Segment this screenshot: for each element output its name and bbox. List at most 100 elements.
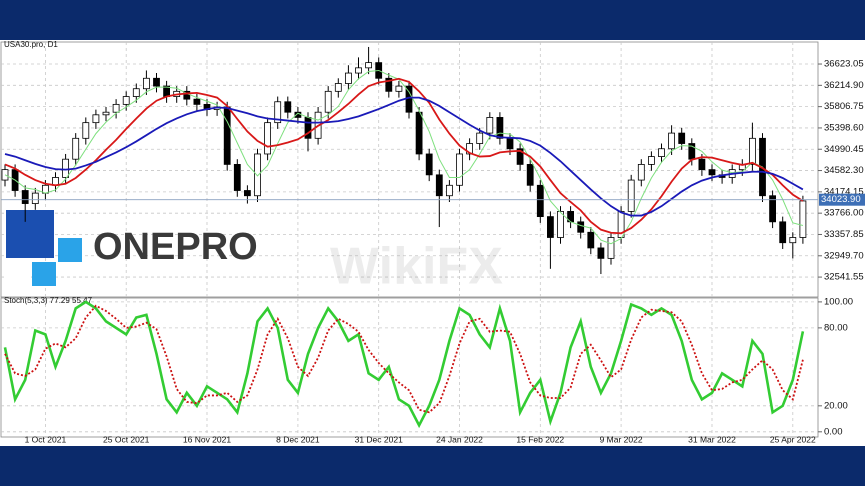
stoch-pane-title: Stoch(5,3,3) 77.29 55.47 [4, 296, 93, 305]
y-tick-label: 36214.90 [824, 80, 864, 91]
x-tick-label: 16 Nov 2021 [183, 434, 231, 444]
y-tick-label: 36623.05 [824, 59, 864, 70]
candle-body [254, 153, 261, 197]
candle-body [264, 122, 272, 155]
candle-body [445, 184, 453, 197]
y-tick-label: 0.00 [824, 426, 843, 437]
candle-body [233, 164, 241, 191]
candle-body [102, 111, 110, 116]
y-tick-label: 34990.45 [824, 144, 864, 155]
y-tick-label: 35806.75 [824, 101, 864, 112]
moving-average-line [4, 69, 804, 245]
price-pane-title: USA30.pro, D1 [4, 40, 58, 49]
x-tick-label: 1 Oct 2021 [25, 434, 67, 444]
x-tick-label: 31 Dec 2021 [355, 434, 403, 444]
candle-body [557, 210, 564, 238]
candle-body [597, 247, 605, 259]
candle-body [637, 164, 645, 181]
candle-body [92, 114, 100, 124]
candle-body [112, 103, 120, 113]
candle-body [193, 98, 201, 105]
candle-body [183, 90, 191, 100]
candle-body [789, 237, 797, 244]
candle-body [627, 179, 635, 212]
x-tick-label: 15 Feb 2022 [516, 434, 564, 444]
candle-body [486, 117, 494, 134]
candle-body [153, 77, 160, 87]
candle-body [435, 174, 443, 197]
candle-body [587, 231, 595, 249]
candle-body [122, 96, 130, 105]
logo-text: ONEPRO [93, 226, 258, 268]
candle-body [779, 221, 787, 244]
x-tick-label: 8 Dec 2021 [276, 434, 320, 444]
candle-body [385, 77, 393, 92]
x-tick-label: 24 Jan 2022 [436, 434, 483, 444]
candle-body [526, 164, 534, 186]
candle-body [72, 137, 80, 160]
candle-body [769, 195, 776, 223]
y-tick-label: 20.00 [824, 400, 848, 411]
x-tick-label: 25 Apr 2022 [770, 434, 816, 444]
candle-body [749, 137, 756, 165]
candle-body [274, 101, 282, 124]
candle-body [648, 156, 655, 165]
x-tick-label: 31 Mar 2022 [688, 434, 736, 444]
candle-body [698, 158, 706, 171]
candle-body [334, 83, 342, 92]
candle-body [425, 153, 433, 176]
moving-average-line [4, 77, 804, 235]
candle-body [456, 153, 463, 186]
y-tick-label: 33357.85 [824, 229, 864, 240]
candle-body [62, 158, 69, 178]
candle-body [668, 132, 675, 150]
candle-body [223, 106, 231, 165]
last-price-box [819, 193, 865, 206]
candle-body [607, 237, 615, 259]
candle-body [284, 101, 292, 113]
x-tick-label: 25 Oct 2021 [103, 434, 150, 444]
bottom-bar [0, 446, 865, 486]
y-tick-label: 32949.70 [824, 250, 864, 261]
y-tick-label: 33766.00 [824, 208, 864, 219]
candle-body [243, 190, 251, 197]
y-tick-label: 32541.55 [824, 272, 864, 283]
watermark: WikiFX [330, 238, 503, 296]
top-bar [0, 0, 865, 40]
y-tick-label: 80.00 [824, 322, 848, 333]
candle-body [536, 184, 544, 218]
candle-body [82, 122, 90, 139]
candle-body [21, 190, 29, 204]
candle-body [142, 77, 150, 90]
candle-body [516, 148, 524, 165]
y-tick-label: 100.00 [824, 296, 853, 307]
candle-body [708, 169, 716, 176]
candle-body [476, 132, 484, 144]
last-price-label: 34023.90 [821, 194, 861, 205]
logo-mark [6, 210, 82, 286]
candle-body [577, 221, 585, 233]
y-tick-label: 34582.30 [824, 165, 864, 176]
candle-body [355, 67, 362, 74]
pane-frame [0, 297, 819, 438]
candle-body [658, 148, 665, 157]
candle-body [324, 90, 332, 113]
candle-body [415, 111, 423, 155]
candle-body [31, 192, 39, 204]
y-tick-label: 35398.60 [824, 122, 864, 133]
x-tick-label: 9 Mar 2022 [600, 434, 643, 444]
candle-body [506, 137, 514, 150]
candle-body [365, 62, 373, 69]
y-tick-label: 34174.15 [824, 186, 864, 197]
pane-frame [0, 41, 819, 298]
candle-body [678, 132, 686, 144]
candle-body [799, 200, 807, 238]
stochastic-line [3, 300, 805, 429]
candle-body [132, 88, 140, 97]
candle-body [547, 216, 554, 238]
candle-body [395, 85, 403, 92]
candle-body [344, 72, 352, 84]
candle-body [466, 143, 474, 155]
